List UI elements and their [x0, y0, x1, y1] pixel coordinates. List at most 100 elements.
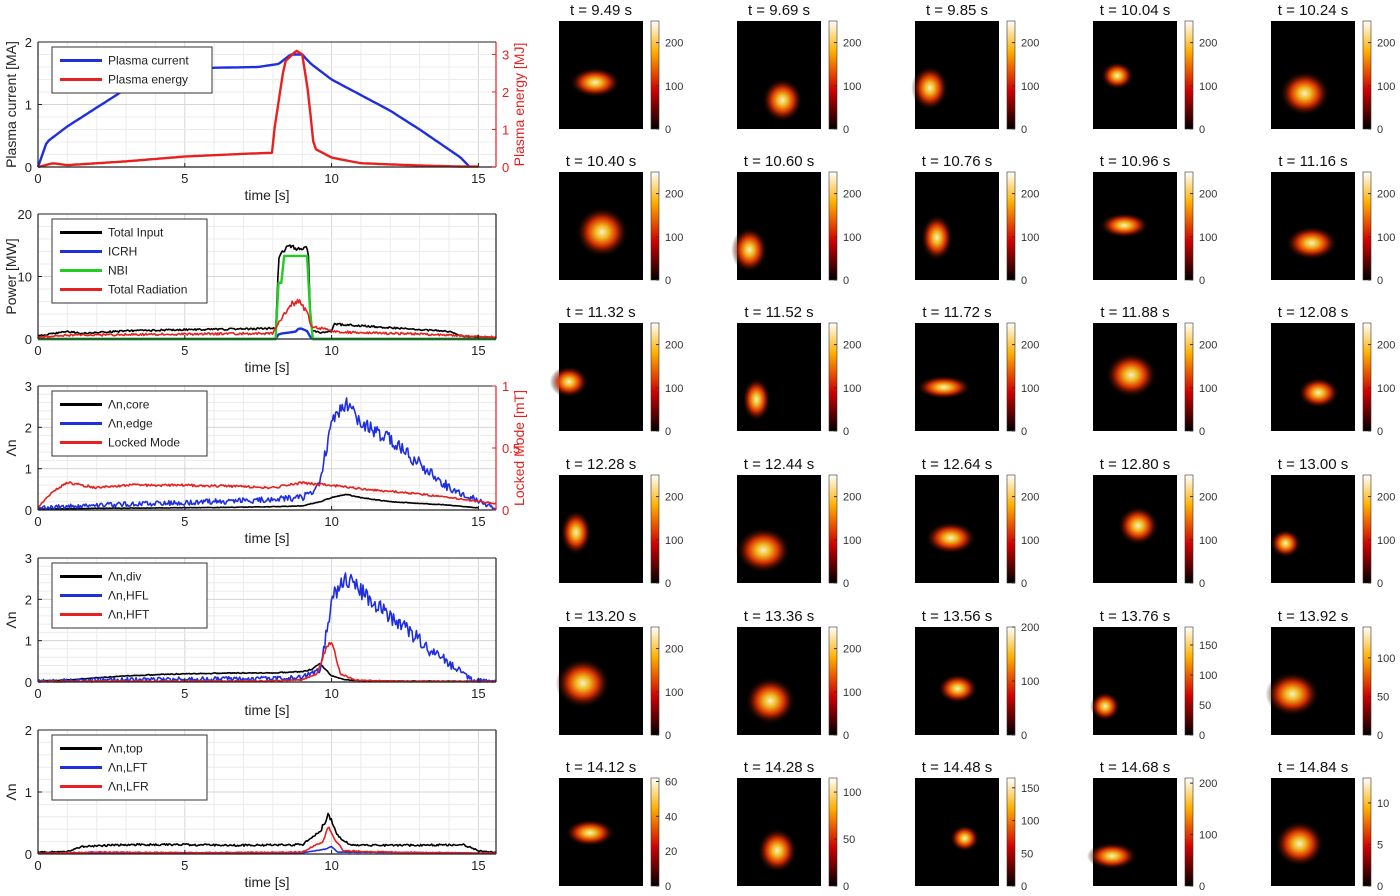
emission-region	[731, 226, 768, 273]
x-axis-title: time [s]	[244, 702, 289, 718]
x-tick-label: 10	[324, 858, 338, 873]
colorbar-tick-label: 0	[1021, 578, 1027, 590]
colorbar	[650, 626, 660, 736]
colorbar-tick-label: 0	[1377, 275, 1383, 287]
heatmap-frame-17: t = 12.44 s 0 100 200	[735, 456, 861, 590]
frame-title: t = 12.08 s	[1278, 304, 1348, 321]
colorbar-tick-label: 60	[665, 776, 677, 788]
colorbar-tick-label: 200	[1021, 38, 1039, 50]
colorbar-tick-label: 0	[843, 275, 849, 287]
y-axis-title: Λn	[3, 611, 19, 628]
legend-label: Λn,HFL	[108, 589, 149, 603]
line-panel-5: 0 5 10 15 0 1 2 time [s] Λn Λn,top Λn,LFT Λn,LFR	[3, 723, 497, 890]
colorbar-tick-label: 5	[1377, 839, 1383, 851]
colorbar-tick-label: 200	[665, 492, 683, 504]
frame-title: t = 10.24 s	[1278, 2, 1348, 19]
colorbar	[1362, 171, 1372, 281]
x-tick-label: 0	[34, 514, 41, 529]
heatmap-image	[1271, 323, 1355, 431]
series-line-1	[37, 244, 497, 339]
heatmap-frame-28: t = 14.48 s 0 50 100 150	[915, 759, 1039, 893]
colorbar-tick-label: 200	[1377, 492, 1395, 504]
emission-region	[744, 676, 796, 725]
frame-title: t = 13.76 s	[1100, 608, 1170, 625]
y-tick-label: 1	[25, 634, 32, 649]
heatmap-frame-1: t = 9.49 s 0 100 200	[559, 2, 683, 136]
colorbar-tick-label: 100	[1377, 232, 1395, 244]
colorbar-tick-label: 0	[1021, 275, 1027, 287]
x-tick-label: 5	[181, 858, 188, 873]
series-line-3	[37, 826, 497, 855]
frame-title: t = 14.48 s	[922, 759, 992, 776]
emission-region	[1099, 212, 1150, 238]
series-line-2	[37, 49, 479, 169]
frame-title: t = 11.52 s	[744, 304, 813, 321]
colorbar-tick-label: 0	[665, 426, 671, 438]
colorbar-tick-label: 100	[1021, 535, 1039, 547]
heatmap-frame-21: t = 13.20 s 0 100 200	[555, 608, 683, 742]
y-tick-label: 0	[25, 332, 32, 347]
colorbar-tick-label: 100	[1199, 670, 1217, 682]
colorbar	[1184, 322, 1194, 432]
x-tick-label: 15	[471, 171, 485, 186]
colorbar-tick-label: 200	[1199, 778, 1217, 790]
heatmap-frame-30: t = 14.84 s 0 5 10	[1271, 759, 1389, 893]
colorbar	[1184, 20, 1194, 130]
x-tick-label: 0	[34, 343, 41, 358]
frame-title: t = 11.32 s	[566, 304, 635, 321]
legend-label: Λn,div	[108, 570, 141, 584]
frame-title: t = 13.36 s	[744, 608, 814, 625]
y2-tick-label: 2	[502, 85, 509, 100]
y-tick-label: 3	[25, 379, 32, 394]
emission-region	[949, 824, 980, 852]
heatmap-frame-24: t = 13.76 s 0 50 100 150	[1090, 608, 1217, 742]
legend: Λn,div Λn,HFL Λn,HFT	[51, 562, 208, 629]
emission-region	[560, 509, 592, 556]
y-tick-label: 2	[25, 592, 32, 607]
y-tick-label: 3	[25, 551, 32, 566]
legend: Plasma current Plasma energy	[51, 46, 213, 94]
y-tick-label: 0	[25, 503, 32, 518]
x-axis-title: time [s]	[244, 187, 289, 203]
colorbar-tick-label: 50	[1199, 700, 1211, 712]
x-tick-label: 5	[181, 514, 188, 529]
colorbar-tick-label: 0	[665, 730, 671, 742]
y2-tick-label: 3	[502, 47, 509, 62]
colorbar	[828, 626, 838, 736]
legend-box	[51, 390, 208, 457]
frame-title: t = 10.76 s	[922, 153, 992, 170]
x-axis-title: time [s]	[244, 874, 289, 890]
emission-region	[555, 657, 611, 709]
frame-title: t = 14.84 s	[1278, 759, 1348, 776]
frame-title: t = 14.12 s	[566, 759, 636, 776]
legend-label: Total Input	[108, 226, 164, 240]
colorbar-tick-label: 0	[1199, 730, 1205, 742]
x-tick-label: 5	[181, 171, 188, 186]
colorbar-tick-label: 20	[665, 846, 677, 858]
x-tick-label: 0	[34, 858, 41, 873]
colorbar-tick-label: 100	[843, 383, 861, 395]
legend-label: Λn,edge	[108, 417, 153, 431]
colorbar-tick-label: 0	[1021, 124, 1027, 136]
series-line-1	[37, 493, 479, 511]
y-tick-label: 2	[25, 723, 32, 738]
emission-region	[1105, 352, 1158, 398]
heatmap-frame-8: t = 10.76 s 0 100 200	[915, 153, 1039, 287]
legend-label: Plasma energy	[108, 73, 188, 87]
colorbar-tick-label: 200	[1377, 189, 1395, 201]
line-panel-2: 0 5 10 15 0 10 20 time [s] Power [MW] Total Input…	[3, 207, 497, 375]
colorbar-tick-label: 0	[1377, 730, 1383, 742]
colorbar-tick-label: 0	[1377, 124, 1383, 136]
colorbar	[650, 474, 660, 584]
emission-region	[925, 521, 977, 555]
emission-region	[735, 527, 792, 574]
frame-title: t = 9.69 s	[748, 2, 810, 19]
legend-label: NBI	[108, 264, 128, 278]
colorbar	[1184, 626, 1194, 736]
colorbar	[1184, 171, 1194, 281]
y-tick-label: 1	[25, 462, 32, 477]
colorbar-tick-label: 200	[665, 340, 683, 352]
x-axis-title: time [s]	[244, 359, 289, 375]
colorbar-tick-label: 100	[665, 383, 683, 395]
